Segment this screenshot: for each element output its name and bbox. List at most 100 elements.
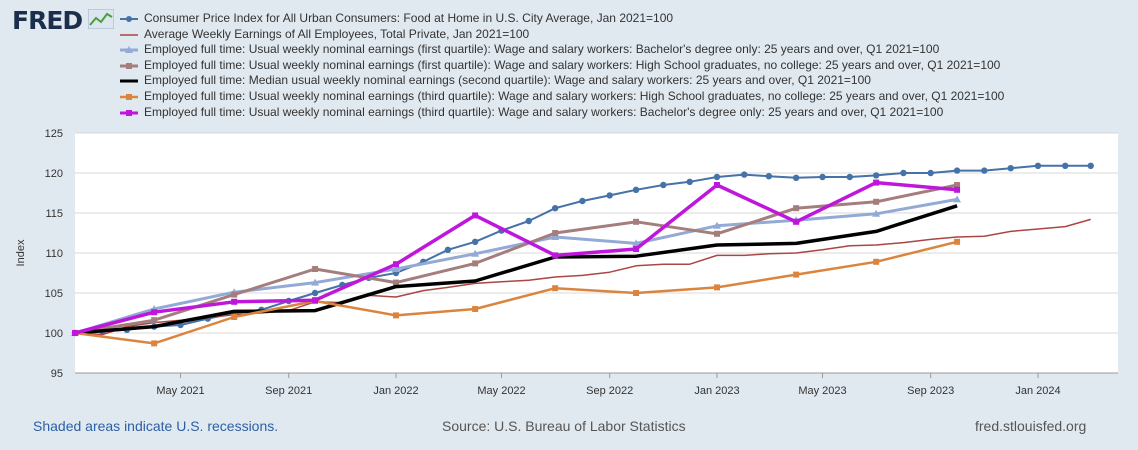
site-url[interactable]: fred.stlouisfed.org <box>975 418 1087 434</box>
y-grid <box>75 132 1118 374</box>
series-line <box>74 240 958 345</box>
data-point <box>927 169 934 177</box>
data-point <box>151 309 158 316</box>
legend-symbol <box>120 79 138 83</box>
y-tick-label: 110 <box>45 248 63 260</box>
data-point <box>846 173 853 181</box>
data-point <box>819 173 826 181</box>
data-point <box>954 186 961 193</box>
legend-item[interactable]: Average Weekly Earnings of All Employees… <box>120 27 1004 43</box>
data-point <box>311 278 320 286</box>
source-text: Source: U.S. Bureau of Labor Statistics <box>442 418 686 434</box>
data-point <box>525 217 532 225</box>
fred-logo[interactable]: FRED <box>12 6 83 35</box>
data-point <box>551 205 559 212</box>
data-point <box>1007 165 1014 172</box>
legend-item[interactable]: Employed full time: Usual weekly nominal… <box>120 42 1004 58</box>
data-point <box>953 167 961 174</box>
legend-label: Employed full time: Usual weekly nominal… <box>144 57 1001 72</box>
data-point <box>472 212 479 219</box>
x-tick-label: Sep 2022 <box>586 385 633 397</box>
fred-graph-icon <box>88 9 114 29</box>
data-point <box>792 174 800 181</box>
data-point <box>391 265 400 272</box>
chart-legend: Consumer Price Index for All Urban Consu… <box>120 11 1004 120</box>
legend-label: Consumer Price Index for All Urban Consu… <box>144 11 674 25</box>
legend-symbol <box>120 33 138 36</box>
data-point <box>872 172 880 179</box>
data-point <box>765 173 773 180</box>
legend-label: Employed full time: Usual weekly nominal… <box>144 88 1005 103</box>
x-tick-label: Jan 2023 <box>694 385 739 397</box>
legend-item[interactable]: Employed full time: Usual weekly nominal… <box>120 58 1004 74</box>
series-line <box>74 180 958 335</box>
x-tick-label: Sep 2021 <box>265 385 312 397</box>
data-point <box>633 290 640 296</box>
x-tick-label: May 2021 <box>156 385 204 397</box>
data-point <box>713 182 720 188</box>
data-point <box>1034 162 1042 169</box>
data-point <box>444 246 452 253</box>
series-group <box>74 204 958 335</box>
data-point <box>472 260 479 267</box>
series-group <box>71 195 962 336</box>
series-line <box>74 204 958 335</box>
data-point <box>954 238 961 245</box>
data-point <box>632 186 640 193</box>
series-group <box>72 179 961 336</box>
data-point <box>1087 162 1094 169</box>
data-point <box>686 178 693 185</box>
data-point <box>312 297 319 304</box>
data-point <box>471 238 479 245</box>
legend-item[interactable]: Employed full time: Usual weekly nominal… <box>120 105 1004 121</box>
data-point <box>231 298 238 305</box>
legend-symbol <box>120 46 138 54</box>
legend-item[interactable]: Consumer Price Index for All Urban Consu… <box>120 11 1004 27</box>
legend-symbol <box>120 16 138 22</box>
legend-label: Average Weekly Earnings of All Employees… <box>144 26 530 41</box>
data-point <box>551 233 560 240</box>
data-point <box>633 218 640 225</box>
x-tick-label: May 2022 <box>477 385 525 397</box>
y-tick-label: 105 <box>45 288 63 300</box>
data-point <box>151 317 158 324</box>
legend-item[interactable]: Employed full time: Median usual weekly … <box>120 73 1004 89</box>
data-point <box>660 181 667 189</box>
x-tick-label: May 2023 <box>798 385 846 397</box>
legend-item[interactable]: Employed full time: Usual weekly nominal… <box>120 89 1004 105</box>
data-point <box>981 167 988 174</box>
data-point <box>741 171 748 178</box>
y-tick-label: 125 <box>45 128 63 140</box>
data-point <box>793 205 800 212</box>
y-tick-label: 115 <box>45 208 63 220</box>
data-point <box>873 179 880 186</box>
data-point <box>552 252 559 259</box>
data-point <box>72 330 78 336</box>
data-point <box>231 291 238 298</box>
data-point <box>392 279 399 286</box>
data-point <box>552 285 559 292</box>
data-point <box>900 169 907 177</box>
data-point <box>552 230 559 236</box>
data-point <box>471 249 480 257</box>
data-point <box>579 197 586 205</box>
y-tick-label: 120 <box>45 168 63 180</box>
data-point <box>633 246 640 252</box>
data-point <box>392 312 399 319</box>
data-point <box>793 271 800 278</box>
data-point <box>1062 162 1069 169</box>
recession-note: Shaded areas indicate U.S. recessions. <box>33 418 279 434</box>
data-point <box>712 221 721 229</box>
legend-label: Employed full time: Usual weekly nominal… <box>144 42 940 57</box>
data-point <box>392 261 399 268</box>
y-tick-label: 95 <box>51 368 63 380</box>
legend-symbol <box>120 62 138 69</box>
data-point <box>472 306 479 312</box>
data-point <box>312 266 319 272</box>
data-point <box>713 230 720 237</box>
legend-symbol <box>120 93 138 100</box>
data-point <box>606 192 613 199</box>
legend-label: Employed full time: Median usual weekly … <box>144 73 871 88</box>
x-tick-label: Jan 2024 <box>1015 385 1060 397</box>
